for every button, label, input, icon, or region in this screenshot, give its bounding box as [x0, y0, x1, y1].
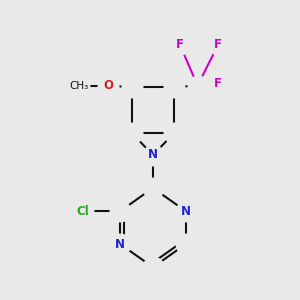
Point	[130, 85, 135, 90]
Point	[183, 242, 188, 247]
Point	[216, 42, 221, 47]
Point	[171, 85, 176, 90]
Point	[195, 83, 200, 88]
Point	[151, 186, 155, 190]
Point	[183, 209, 188, 214]
Point	[106, 83, 111, 88]
Point	[118, 209, 123, 214]
Text: O: O	[103, 79, 113, 92]
Text: N: N	[115, 238, 125, 250]
Point	[171, 131, 176, 136]
Text: N: N	[181, 205, 191, 218]
Point	[177, 42, 182, 47]
Point	[81, 209, 85, 214]
Text: F: F	[214, 77, 222, 91]
Text: N: N	[148, 148, 158, 161]
Point	[76, 83, 81, 88]
Text: F: F	[176, 38, 184, 51]
Text: F: F	[214, 38, 222, 51]
Point	[151, 265, 155, 270]
Point	[216, 82, 221, 86]
Point	[130, 131, 135, 136]
Point	[151, 153, 155, 158]
Text: Cl: Cl	[77, 205, 89, 218]
Point	[118, 242, 123, 247]
Text: CH₃: CH₃	[69, 81, 88, 91]
